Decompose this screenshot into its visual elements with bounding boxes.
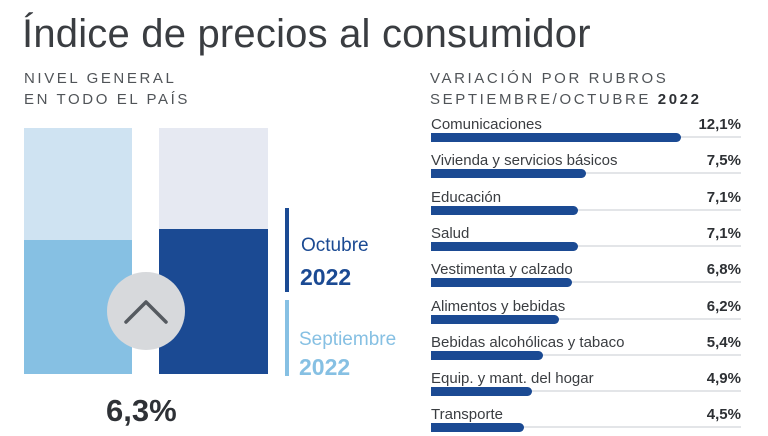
category-label: Comunicaciones [431, 116, 542, 133]
category-bar [431, 314, 560, 324]
category-row: Educación 7,1% [431, 189, 741, 219]
category-bar [431, 387, 533, 397]
category-label: Bebidas alcohólicas y tabaco [431, 333, 625, 351]
left-subtitle: NIVEL GENERAL EN TODO EL PAÍS [24, 68, 190, 110]
right-subtitle-period: SEPTIEMBRE/OCTUBRE [430, 91, 651, 108]
category-track [431, 390, 741, 393]
right-subtitle-line1: VARIACIÓN POR RUBROS [430, 70, 669, 87]
category-value-label: 7,5% [706, 152, 741, 170]
category-track [431, 281, 741, 284]
category-bar [431, 205, 578, 215]
category-bar [431, 241, 578, 251]
october-legend-month: Octubre [301, 235, 369, 256]
category-value-label: 7,1% [706, 188, 741, 206]
category-label: Transporte [431, 406, 503, 424]
category-row: Vivienda y servicios básicos 7,5% [431, 152, 741, 182]
category-bar [431, 350, 543, 360]
left-subtitle-line1: NIVEL GENERAL [24, 70, 177, 87]
category-label: Equip. y mant. del hogar [431, 370, 594, 388]
category-label: Vestimenta y calzado [431, 261, 573, 279]
chevron-up-icon [124, 300, 168, 324]
category-bar [431, 423, 525, 433]
category-value-label: 6,2% [706, 297, 741, 315]
category-row: Salud 7,1% [431, 225, 741, 255]
category-row: Comunicaciones 12,1% [431, 116, 741, 146]
page-title: Índice de precios al consumidor [22, 12, 591, 56]
category-row: Bebidas alcohólicas y tabaco 5,4% [431, 334, 741, 364]
category-track [431, 353, 741, 356]
category-label: Salud [431, 224, 470, 242]
category-bar [431, 169, 587, 179]
category-bar [431, 278, 572, 288]
category-value-label: 6,8% [706, 261, 741, 279]
september-legend-marker [285, 300, 289, 376]
category-label: Educación [431, 188, 502, 206]
left-subtitle-line2: EN TODO EL PAÍS [24, 91, 190, 108]
right-subtitle-year: 2022 [657, 91, 702, 108]
category-row: Transporte 4,5% [431, 406, 741, 436]
category-value-label: 7,1% [706, 224, 741, 242]
category-track [431, 317, 741, 320]
september-legend-month: Septiembre [299, 329, 397, 350]
category-row: Equip. y mant. del hogar 4,9% [431, 370, 741, 400]
right-subtitle-line2: SEPTIEMBRE/OCTUBRE 2022 [430, 89, 702, 110]
headline-value: 6,3% [106, 393, 177, 428]
category-label: Alimentos y bebidas [431, 297, 566, 315]
category-value-label: 4,5% [706, 406, 741, 424]
right-subtitle: VARIACIÓN POR RUBROS SEPTIEMBRE/OCTUBRE … [430, 68, 702, 110]
september-legend-year: 2022 [299, 354, 351, 380]
october-legend-marker [285, 208, 289, 292]
category-track [431, 208, 741, 211]
category-bar [431, 133, 682, 142]
category-track [431, 244, 741, 247]
category-value-label: 12,1% [698, 116, 741, 133]
category-value-label: 4,9% [706, 370, 741, 388]
category-row: Alimentos y bebidas 6,2% [431, 298, 741, 328]
increase-indicator [107, 272, 185, 350]
october-legend-year: 2022 [300, 264, 352, 290]
category-label: Vivienda y servicios básicos [431, 152, 618, 170]
category-track [431, 426, 741, 429]
category-value-label: 5,4% [706, 333, 741, 351]
category-row: Vestimenta y calzado 6,8% [431, 261, 741, 291]
